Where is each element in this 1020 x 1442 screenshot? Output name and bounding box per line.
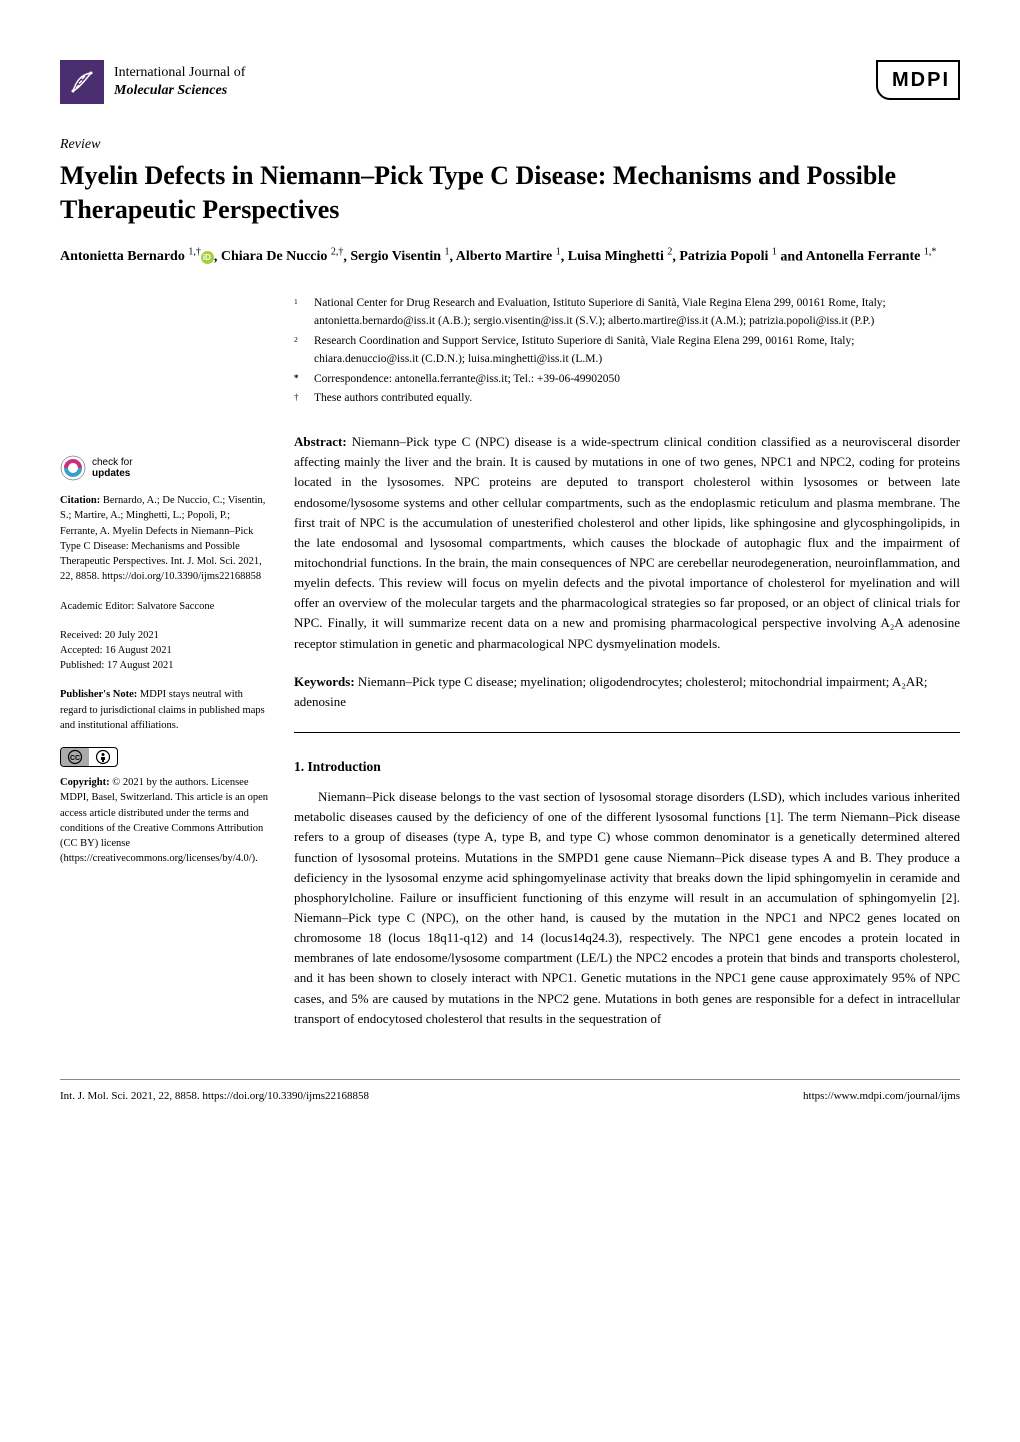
citation-label: Citation: <box>60 495 100 506</box>
page-footer: Int. J. Mol. Sci. 2021, 22, 8858. https:… <box>60 1079 960 1105</box>
section-title: 1. Introduction <box>294 757 960 777</box>
dates-block: Received: 20 July 2021 Accepted: 16 Augu… <box>60 628 270 674</box>
affiliation-row: * Correspondence: antonella.ferrante@iss… <box>294 371 960 389</box>
affiliation-num: * <box>294 371 314 389</box>
page-header: International Journal of Molecular Scien… <box>60 60 960 104</box>
article-title: Myelin Defects in Niemann–Pick Type C Di… <box>60 159 960 227</box>
by-icon <box>89 748 117 766</box>
publisher-logo: MDPI <box>876 60 960 100</box>
abstract: Abstract: Niemann–Pick type C (NPC) dise… <box>294 432 960 654</box>
copyright-label: Copyright: <box>60 777 110 788</box>
footer-right: https://www.mdpi.com/journal/ijms <box>803 1088 960 1105</box>
affiliation-text: National Center for Drug Research and Ev… <box>314 295 960 331</box>
citation-block: Citation: Bernardo, A.; De Nuccio, C.; V… <box>60 493 270 584</box>
two-column-layout: check for updates Citation: Bernardo, A.… <box>60 295 960 1029</box>
academic-editor: Salvatore Saccone <box>137 601 214 612</box>
author: Alberto Martire 1 <box>456 249 561 264</box>
check-updates[interactable]: check for updates <box>60 455 270 481</box>
cc-by-badge: CC <box>60 747 118 767</box>
author: Antonietta Bernardo 1,† <box>60 249 214 264</box>
date-received: Received: 20 July 2021 <box>60 628 270 643</box>
copyright-block: Copyright: © 2021 by the authors. Licens… <box>60 775 270 866</box>
keywords-label: Keywords: <box>294 674 355 689</box>
author: Antonella Ferrante 1,* <box>806 249 937 264</box>
author: Luisa Minghetti 2 <box>568 249 673 264</box>
abstract-label: Abstract: <box>294 434 347 449</box>
journal-line2: Molecular Sciences <box>114 82 245 100</box>
author: Chiara De Nuccio 2,† <box>221 249 344 264</box>
author: Sergio Visentin 1 <box>350 249 449 264</box>
check-updates-text: check for updates <box>92 457 133 479</box>
affiliation-num: † <box>294 390 314 408</box>
separator <box>294 732 960 733</box>
sidebar: check for updates Citation: Bernardo, A.… <box>60 295 270 1029</box>
article-type: Review <box>60 134 960 155</box>
journal-line1: International Journal of <box>114 64 245 82</box>
citation-text: Bernardo, A.; De Nuccio, C.; Visentin, S… <box>60 495 265 582</box>
affiliation-num: 2 <box>294 333 314 369</box>
author: Patrizia Popoli 1 <box>679 249 777 264</box>
cc-icon: CC <box>61 748 89 766</box>
journal-icon <box>60 60 104 104</box>
authors-line: Antonietta Bernardo 1,†, Chiara De Nucci… <box>60 245 960 268</box>
affiliation-text: These authors contributed equally. <box>314 390 960 408</box>
svg-text:CC: CC <box>70 755 80 762</box>
affiliation-num: 1 <box>294 295 314 331</box>
main-content: 1 National Center for Drug Research and … <box>294 295 960 1029</box>
journal-title: International Journal of Molecular Scien… <box>114 64 245 100</box>
journal-block: International Journal of Molecular Scien… <box>60 60 245 104</box>
footer-left: Int. J. Mol. Sci. 2021, 22, 8858. https:… <box>60 1088 369 1105</box>
publishers-note-label: Publisher's Note: <box>60 689 137 700</box>
date-published: Published: 17 August 2021 <box>60 658 270 673</box>
affiliation-row: † These authors contributed equally. <box>294 390 960 408</box>
abstract-text: Niemann–Pick type C (NPC) disease is a w… <box>294 434 960 650</box>
keywords-text: Niemann–Pick type C disease; myelination… <box>294 674 927 709</box>
copyright-text: © 2021 by the authors. Licensee MDPI, Ba… <box>60 777 268 864</box>
affiliation-text: Research Coordination and Support Servic… <box>314 333 960 369</box>
affiliation-row: 2 Research Coordination and Support Serv… <box>294 333 960 369</box>
orcid-icon <box>201 251 214 264</box>
affiliations: 1 National Center for Drug Research and … <box>294 295 960 408</box>
section-body: Niemann–Pick disease belongs to the vast… <box>294 787 960 1029</box>
publishers-note-block: Publisher's Note: MDPI stays neutral wit… <box>60 687 270 733</box>
affiliation-text: Correspondence: antonella.ferrante@iss.i… <box>314 371 960 389</box>
date-accepted: Accepted: 16 August 2021 <box>60 643 270 658</box>
academic-editor-block: Academic Editor: Salvatore Saccone <box>60 599 270 614</box>
keywords: Keywords: Niemann–Pick type C disease; m… <box>294 672 960 712</box>
check-updates-icon <box>60 455 86 481</box>
academic-editor-label: Academic Editor: <box>60 601 134 612</box>
affiliation-row: 1 National Center for Drug Research and … <box>294 295 960 331</box>
